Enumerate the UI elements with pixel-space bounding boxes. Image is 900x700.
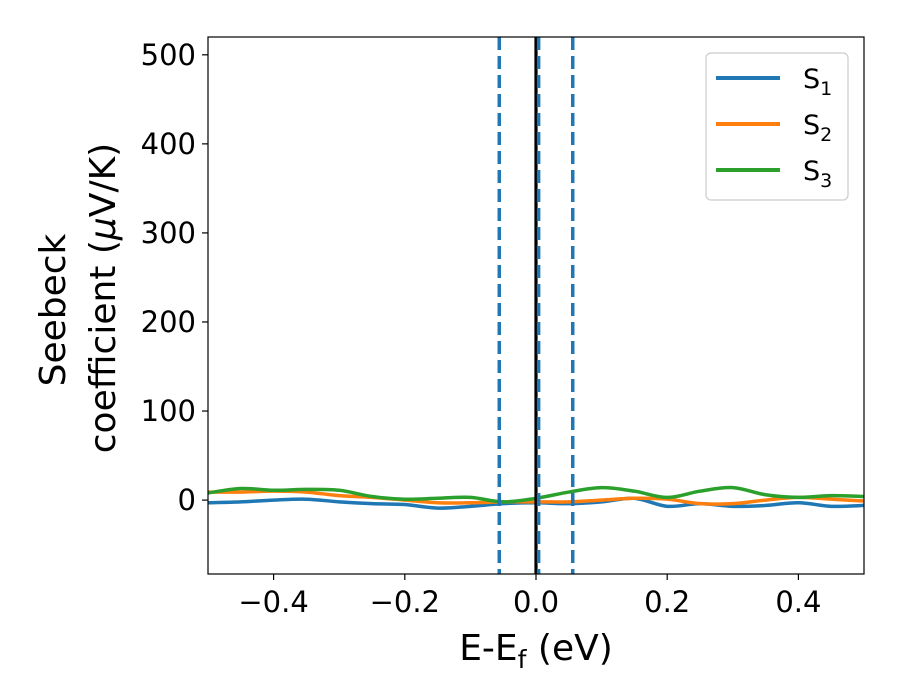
- legend-label-s3: S3: [803, 156, 832, 192]
- y-tick-label: 300: [141, 216, 196, 250]
- legend-label-s1: S1: [803, 64, 832, 100]
- y-axis-label-line2: coefficient (μV/K): [83, 143, 124, 453]
- y-tick-label: 200: [141, 305, 196, 339]
- x-tick-label: −0.2: [370, 585, 440, 619]
- x-tick-label: 0.0: [513, 585, 559, 619]
- y-tick-label: 100: [141, 394, 196, 428]
- x-tick-label: 0.2: [644, 585, 690, 619]
- legend-box: [705, 52, 849, 201]
- y-tick-label: 0: [178, 483, 196, 517]
- y-axis-label-line1: Seebeck: [33, 233, 74, 386]
- legend-label-s2: S2: [803, 110, 832, 146]
- plot-area: [208, 37, 864, 574]
- legend: S1 S2 S3: [705, 52, 849, 201]
- y-tick-label: 500: [141, 38, 196, 72]
- x-tick-label: 0.4: [775, 585, 821, 619]
- x-tick-label: −0.4: [238, 585, 308, 619]
- y-tick-label: 400: [141, 127, 196, 161]
- x-axis-label: E-Ef (eV): [459, 628, 613, 674]
